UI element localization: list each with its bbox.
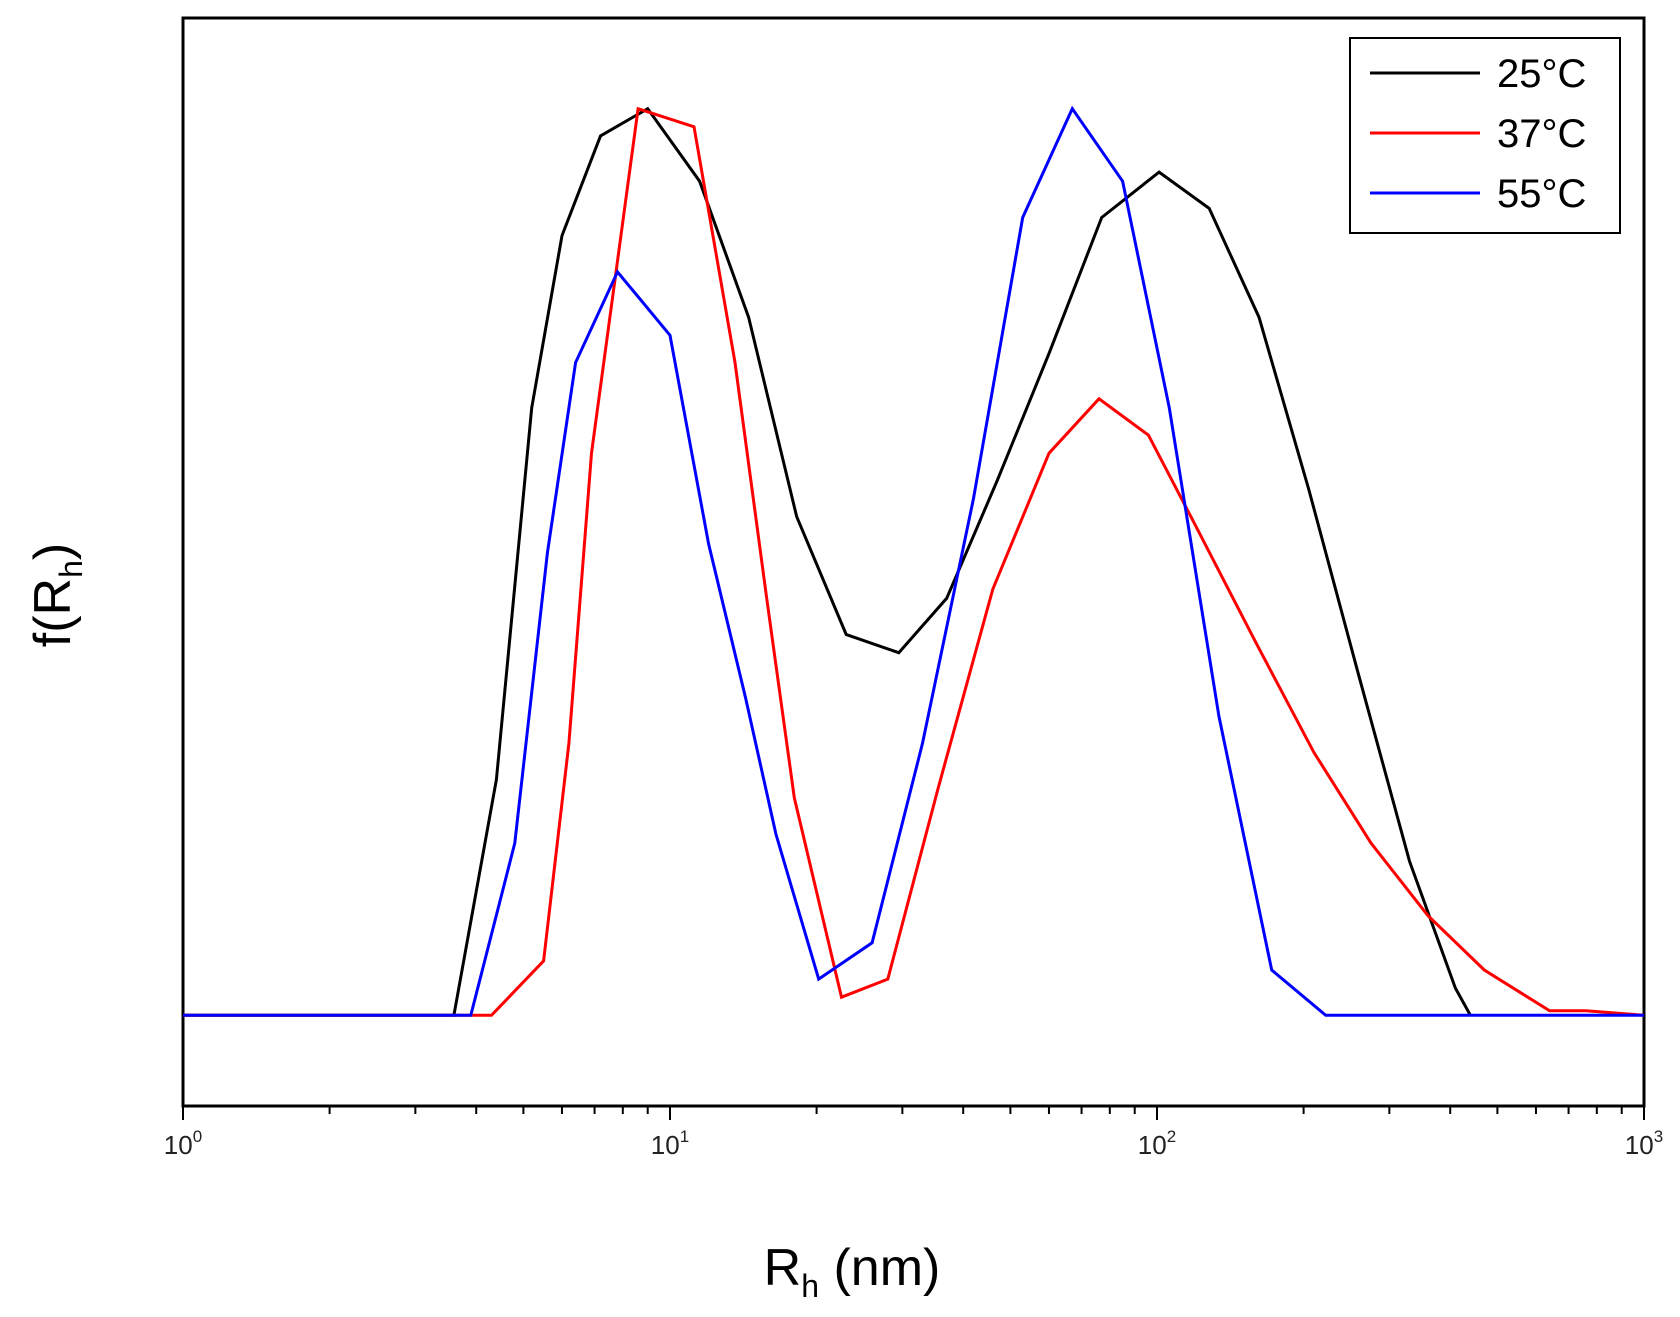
- x-tick-label: 103: [1625, 1127, 1663, 1160]
- x-tick-label: 101: [651, 1127, 689, 1160]
- legend-label-2: 37°C: [1497, 112, 1586, 156]
- legend: 25°C 37°C 55°C: [1349, 37, 1621, 234]
- x-axis-ticks: 100 101 102 103: [164, 1106, 1663, 1160]
- y-axis-title-rest: ): [24, 543, 82, 560]
- legend-label-1: 25°C: [1497, 52, 1586, 96]
- series-line-2: [183, 106, 1645, 1017]
- x-tick-label-exponent: 2: [1167, 1127, 1176, 1146]
- legend-box: [1349, 37, 1621, 234]
- plot-frame: [181, 16, 1646, 1108]
- x-tick-label-base: 10: [164, 1130, 193, 1160]
- series-lines: [183, 105, 1645, 1017]
- x-tick-label-base: 10: [1138, 1130, 1167, 1160]
- x-axis-title-sub: h: [801, 1268, 819, 1304]
- y-axis-title-sub: h: [53, 560, 89, 578]
- x-tick-label-base: 10: [651, 1130, 680, 1160]
- series-line-3: [183, 105, 1644, 1017]
- x-axis-title: Rh (nm): [764, 1239, 941, 1304]
- legend-label-3: 55°C: [1497, 172, 1586, 216]
- x-tick-label: 100: [164, 1127, 202, 1160]
- x-tick-label-exponent: 3: [1654, 1127, 1663, 1146]
- x-tick-label-exponent: 1: [680, 1127, 689, 1146]
- x-tick-label: 102: [1138, 1127, 1176, 1160]
- x-axis-title-main: R: [764, 1239, 802, 1297]
- x-tick-label-base: 10: [1625, 1130, 1654, 1160]
- y-axis-title: f(Rh): [24, 543, 89, 647]
- x-tick-label-exponent: 0: [193, 1127, 202, 1146]
- x-axis-title-rest: (nm): [819, 1239, 940, 1297]
- y-axis-title-main: f(R: [24, 578, 82, 647]
- series-line-1: [183, 106, 1472, 1017]
